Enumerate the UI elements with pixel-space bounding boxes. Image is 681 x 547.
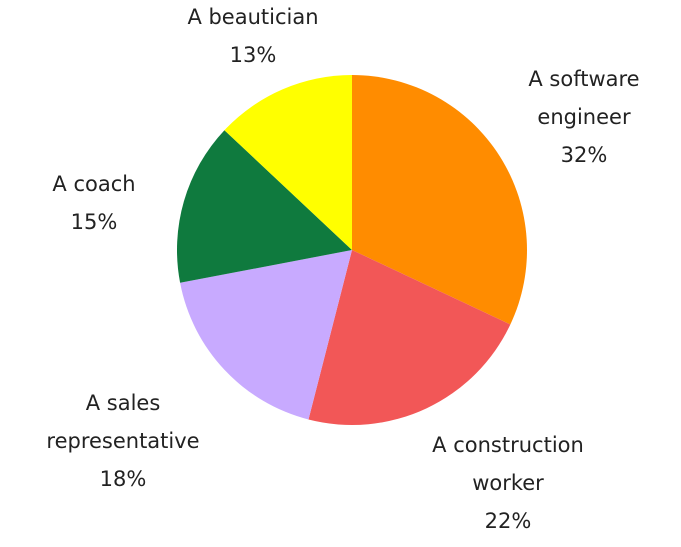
pie-slice-a-software-engineer: [352, 75, 527, 325]
slice-category-label: A sales: [86, 391, 161, 415]
slice-category-label: engineer: [537, 105, 631, 129]
pie-slice-a-coach: [176, 130, 352, 283]
slice-category-label: A coach: [52, 172, 135, 196]
pie-slice-a-construction-worker: [308, 250, 511, 425]
slice-value-label: 32%: [561, 143, 608, 167]
slice-category-label: worker: [472, 471, 544, 495]
pie-slice-a-beautician: [224, 75, 352, 250]
slice-value-label: 22%: [485, 509, 532, 533]
pie-slice-a-sales-representative: [180, 250, 352, 420]
slice-value-label: 18%: [100, 467, 147, 491]
slice-category-label: A beautician: [187, 5, 318, 29]
slice-category-label: representative: [46, 429, 199, 453]
slice-category-label: A software: [528, 67, 639, 91]
slice-value-label: 15%: [71, 210, 118, 234]
slice-category-label: A construction: [432, 433, 584, 457]
slice-labels: A software engineer 32% A construction worke…: [46, 5, 639, 533]
pie-slices: [176, 75, 527, 425]
slice-value-label: 13%: [230, 43, 277, 67]
